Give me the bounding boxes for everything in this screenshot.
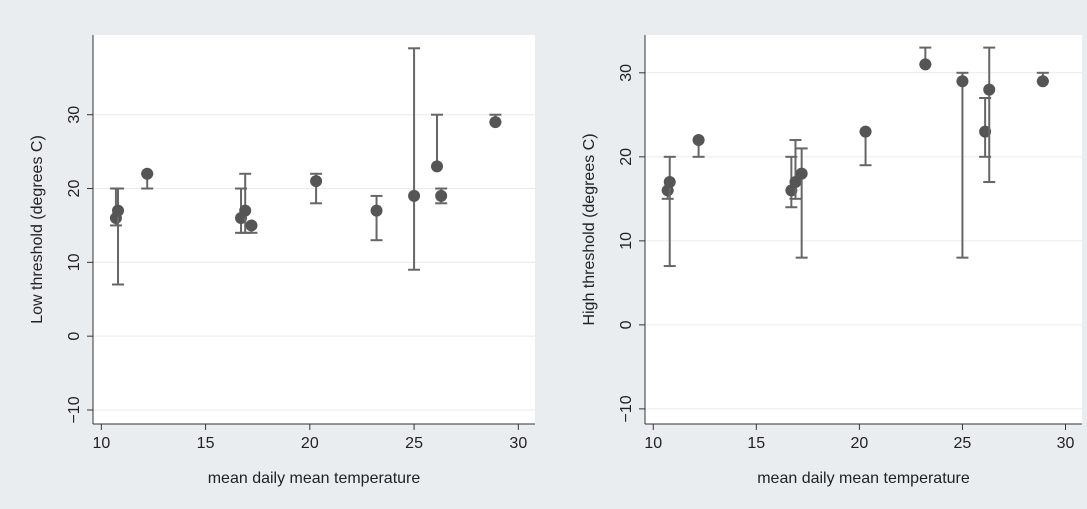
- point: [956, 75, 969, 88]
- y-tick-label: −10: [618, 395, 635, 422]
- point: [435, 189, 448, 202]
- x-tick-label: 15: [747, 435, 765, 452]
- error-bar: [789, 139, 802, 200]
- x-tick-label: 30: [1057, 435, 1075, 452]
- y-tick-label: 30: [618, 64, 635, 82]
- point: [979, 125, 992, 138]
- y-tick-label: 20: [618, 148, 635, 166]
- error-bar: [112, 187, 125, 286]
- x-tick-label: 20: [301, 435, 319, 452]
- point: [245, 219, 258, 232]
- y-tick-label: 0: [618, 320, 635, 329]
- point: [789, 176, 802, 189]
- error-bar: [983, 46, 996, 184]
- y-tick-label: 0: [66, 332, 83, 341]
- x-tick-label: 10: [644, 435, 662, 452]
- x-axis-label: mean daily mean temperature: [208, 470, 421, 487]
- x-tick-label: 25: [954, 435, 972, 452]
- point: [983, 83, 996, 96]
- point: [239, 204, 252, 217]
- error-bar: [408, 47, 421, 271]
- x-axis-label: mean daily mean temperature: [757, 470, 970, 487]
- y-axis-label: High threshold (degrees C): [581, 133, 598, 325]
- y-axis-label: Low threshold (degrees C): [29, 135, 46, 324]
- y-tick-label: 10: [66, 253, 83, 271]
- point: [859, 125, 872, 138]
- point: [795, 167, 808, 180]
- point: [663, 176, 676, 189]
- point: [370, 204, 383, 217]
- y-tick-label: 30: [66, 106, 83, 124]
- point: [1036, 75, 1049, 88]
- y-tick-label: −10: [66, 396, 83, 423]
- plot-area: [645, 35, 1082, 424]
- error-bar: [795, 147, 808, 259]
- x-tick-label: 25: [405, 435, 423, 452]
- point: [919, 58, 932, 71]
- x-tick-label: 20: [850, 435, 868, 452]
- error-bar: [956, 71, 969, 259]
- x-tick-label: 10: [92, 435, 110, 452]
- error-bar: [370, 194, 383, 242]
- point: [489, 116, 502, 129]
- point: [431, 160, 444, 173]
- point: [692, 134, 705, 147]
- point: [408, 189, 421, 202]
- point: [310, 175, 323, 188]
- point: [141, 167, 154, 180]
- y-tick-label: 20: [66, 180, 83, 198]
- error-bar: [663, 155, 676, 268]
- x-tick-label: 30: [509, 435, 527, 452]
- point: [112, 204, 125, 217]
- y-tick-label: 10: [618, 232, 635, 250]
- x-tick-label: 15: [197, 435, 215, 452]
- plot-area: [93, 35, 535, 424]
